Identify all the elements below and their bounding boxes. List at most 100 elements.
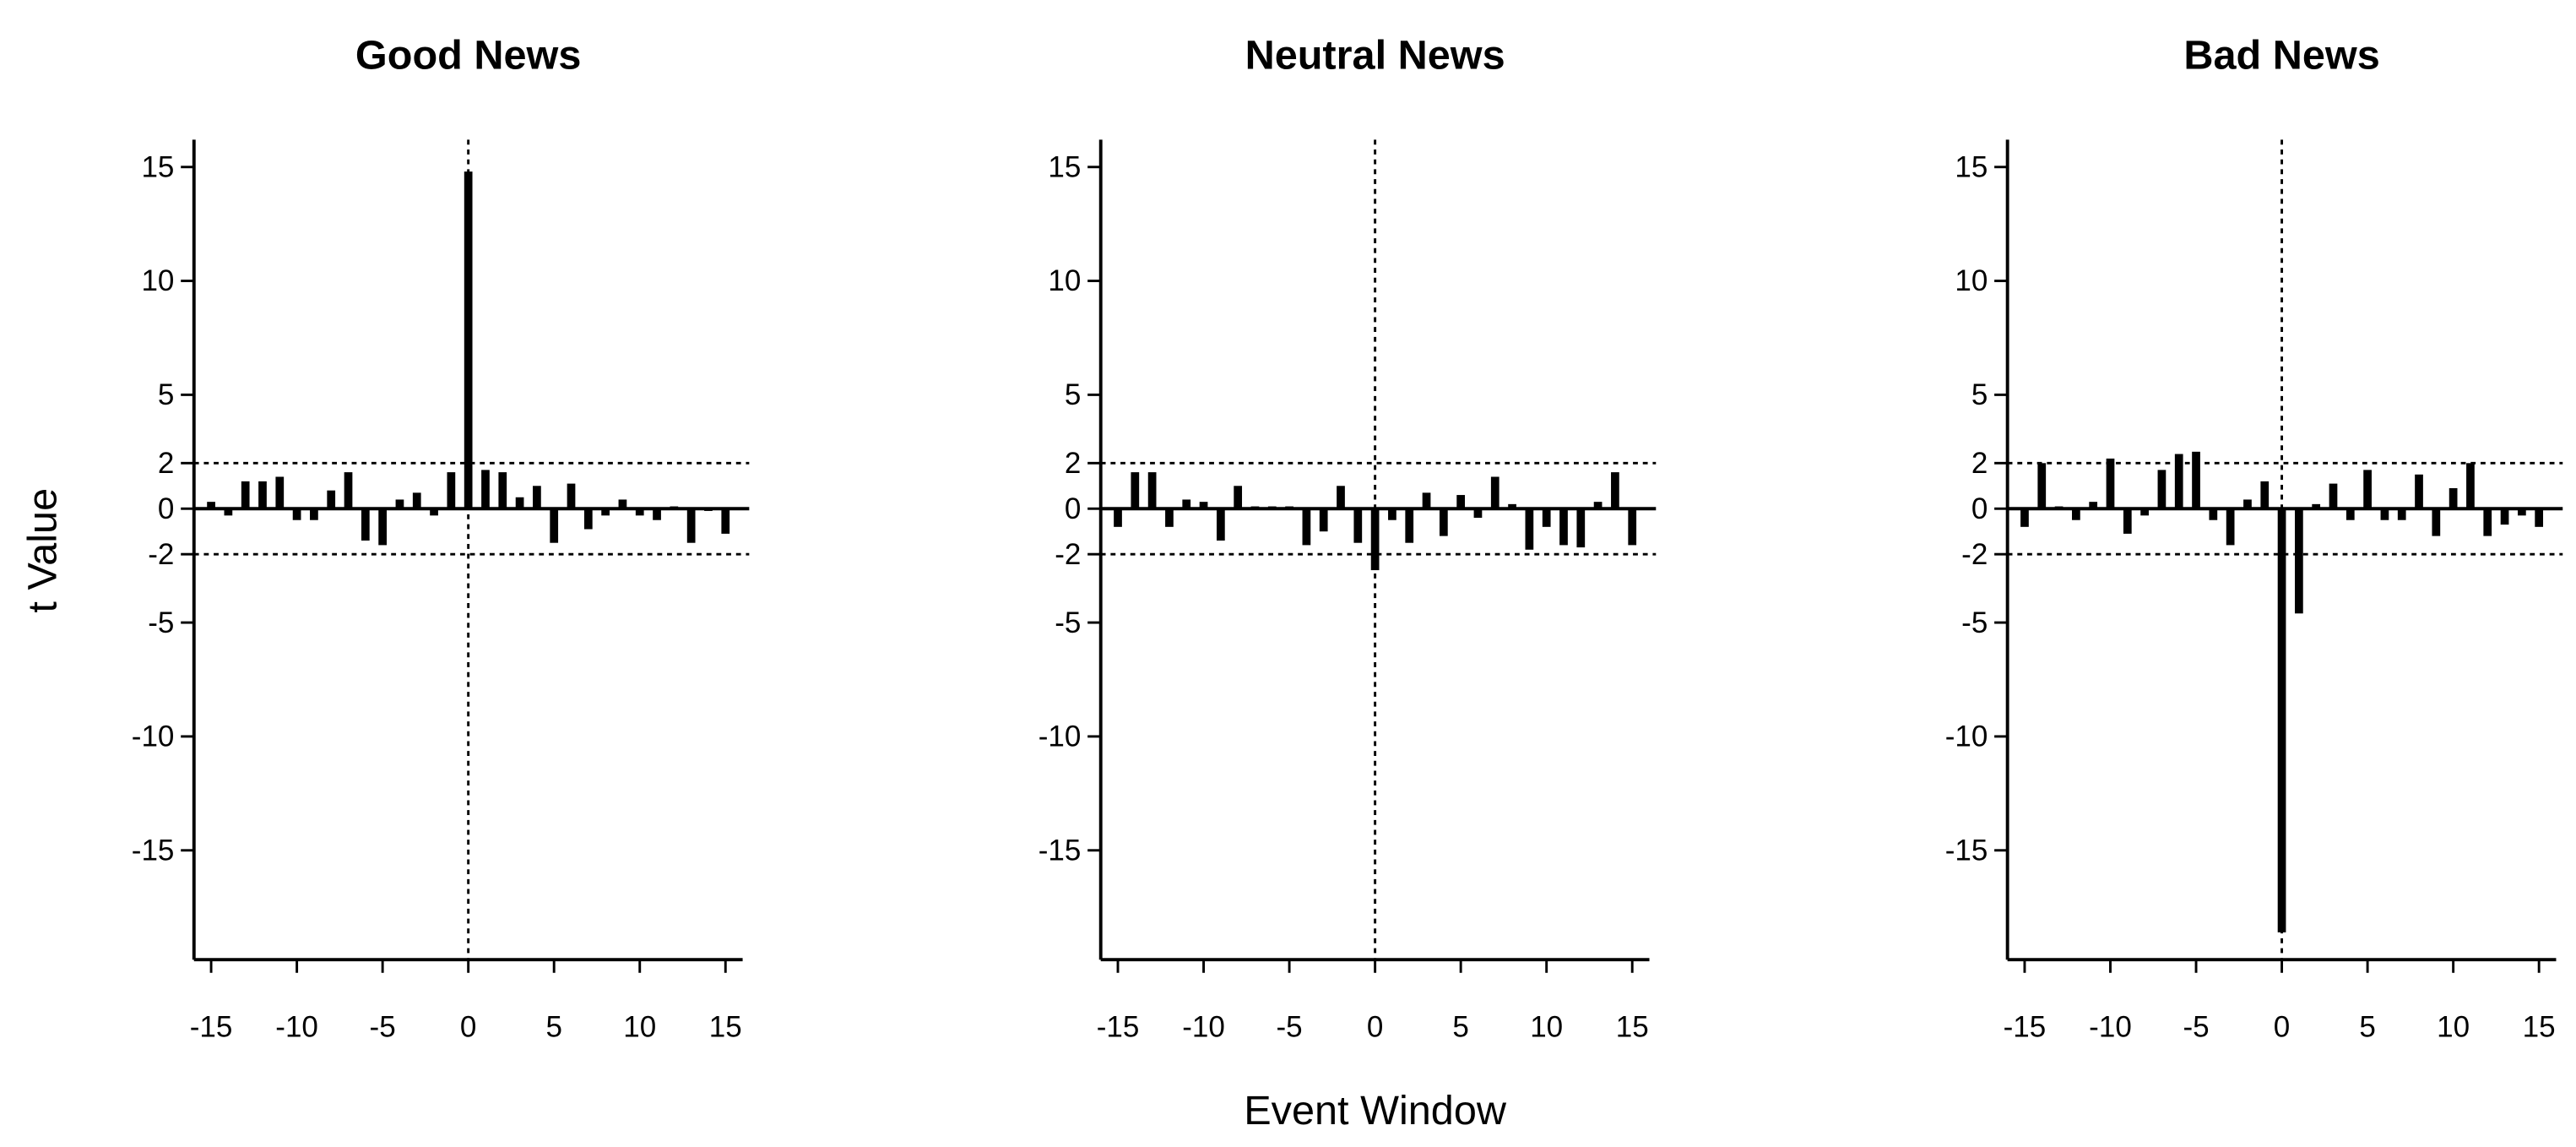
bar xyxy=(721,508,730,534)
bar xyxy=(327,490,336,509)
bar xyxy=(2363,470,2372,509)
bar xyxy=(1165,508,1174,527)
y-tick-label: 5 xyxy=(1971,378,1988,411)
bar xyxy=(2243,499,2252,509)
bar xyxy=(2449,487,2458,509)
y-tick-label: -10 xyxy=(132,720,175,753)
bar xyxy=(224,508,233,516)
bar xyxy=(430,508,438,516)
bar xyxy=(2174,454,2183,509)
bar xyxy=(653,508,661,520)
y-tick-label: -10 xyxy=(1039,720,1082,753)
bar xyxy=(207,502,215,509)
bar xyxy=(378,508,387,546)
x-tick-label: 15 xyxy=(1616,1011,1649,1044)
bar xyxy=(361,508,370,541)
y-tick-label: -5 xyxy=(1961,606,1988,639)
bar xyxy=(686,508,696,543)
bar xyxy=(2517,508,2526,516)
bar xyxy=(275,476,285,509)
x-tick-label: 5 xyxy=(2359,1011,2375,1044)
bar xyxy=(1131,472,1140,509)
bar xyxy=(1542,508,1551,527)
bar xyxy=(2397,508,2406,520)
bar xyxy=(601,508,610,516)
bar xyxy=(2380,508,2389,520)
bar xyxy=(2209,508,2218,520)
y-tick-label: 2 xyxy=(1971,447,1988,480)
bar xyxy=(2106,458,2115,509)
x-tick-label: 5 xyxy=(545,1011,561,1044)
y-tick-label: 15 xyxy=(1955,150,1988,183)
bar xyxy=(2260,481,2270,509)
x-axis-label: Event Window xyxy=(1244,1088,1507,1133)
y-tick-label: 0 xyxy=(158,492,174,525)
x-tick-label: -15 xyxy=(1097,1011,1140,1044)
x-tick-label: -10 xyxy=(275,1011,318,1044)
bar xyxy=(1439,508,1448,536)
bar xyxy=(618,499,627,509)
x-tick-label: 10 xyxy=(623,1011,656,1044)
y-tick-label: -15 xyxy=(1039,834,1082,867)
bar xyxy=(2037,463,2047,509)
bar xyxy=(1508,503,1516,509)
y-tick-label: 5 xyxy=(158,378,174,411)
bar xyxy=(447,472,456,509)
chart-title: Bad News xyxy=(2183,33,2379,79)
bar xyxy=(1199,502,1208,509)
bar xyxy=(241,481,250,509)
bar xyxy=(310,508,318,520)
bar xyxy=(1147,472,1157,509)
bar xyxy=(1114,508,1122,527)
bar xyxy=(344,472,353,509)
x-tick-label: -10 xyxy=(2089,1011,2132,1044)
bar xyxy=(258,481,267,509)
x-tick-label: 10 xyxy=(2437,1011,2470,1044)
bar xyxy=(1182,499,1191,509)
bar xyxy=(1490,476,1500,509)
bar xyxy=(2226,508,2235,546)
bar xyxy=(1302,508,1311,546)
bar xyxy=(1353,508,1363,543)
bar xyxy=(412,492,421,509)
bar xyxy=(515,497,524,509)
bar xyxy=(1234,486,1243,509)
bar xyxy=(1319,508,1328,532)
y-tick-label: 0 xyxy=(1065,492,1081,525)
bar xyxy=(704,508,713,511)
y-axis-label: t Value xyxy=(19,488,65,613)
x-tick-label: -15 xyxy=(2004,1011,2047,1044)
bar xyxy=(2466,463,2475,509)
bar xyxy=(1216,508,1225,541)
bar xyxy=(1559,508,1568,546)
bar xyxy=(2072,508,2080,520)
x-tick-label: 10 xyxy=(1530,1011,1563,1044)
bar xyxy=(1422,492,1431,509)
bar xyxy=(1337,486,1345,509)
bar xyxy=(2020,508,2029,527)
x-tick-label: 5 xyxy=(1452,1011,1468,1044)
y-tick-label: 10 xyxy=(141,264,174,297)
y-tick-label: 10 xyxy=(1048,264,1081,297)
bar xyxy=(2140,508,2149,516)
x-tick-label: 15 xyxy=(2523,1011,2556,1044)
bar xyxy=(635,508,644,516)
bar xyxy=(498,472,507,509)
y-tick-label: 2 xyxy=(158,447,174,480)
chart-title: Neutral News xyxy=(1245,33,1505,79)
chart-title: Good News xyxy=(355,33,581,79)
y-tick-label: -2 xyxy=(148,538,174,571)
bar xyxy=(2089,502,2098,509)
y-tick-label: 15 xyxy=(141,150,174,183)
bar xyxy=(1405,508,1414,543)
bar xyxy=(2123,508,2132,534)
x-tick-label: 0 xyxy=(460,1011,476,1044)
x-tick-label: 0 xyxy=(1367,1011,1383,1044)
bar xyxy=(1370,508,1380,571)
bar xyxy=(464,171,473,509)
x-tick-label: 0 xyxy=(2274,1011,2290,1044)
bar xyxy=(567,483,576,509)
bar xyxy=(1456,495,1466,509)
bar xyxy=(1611,472,1619,509)
